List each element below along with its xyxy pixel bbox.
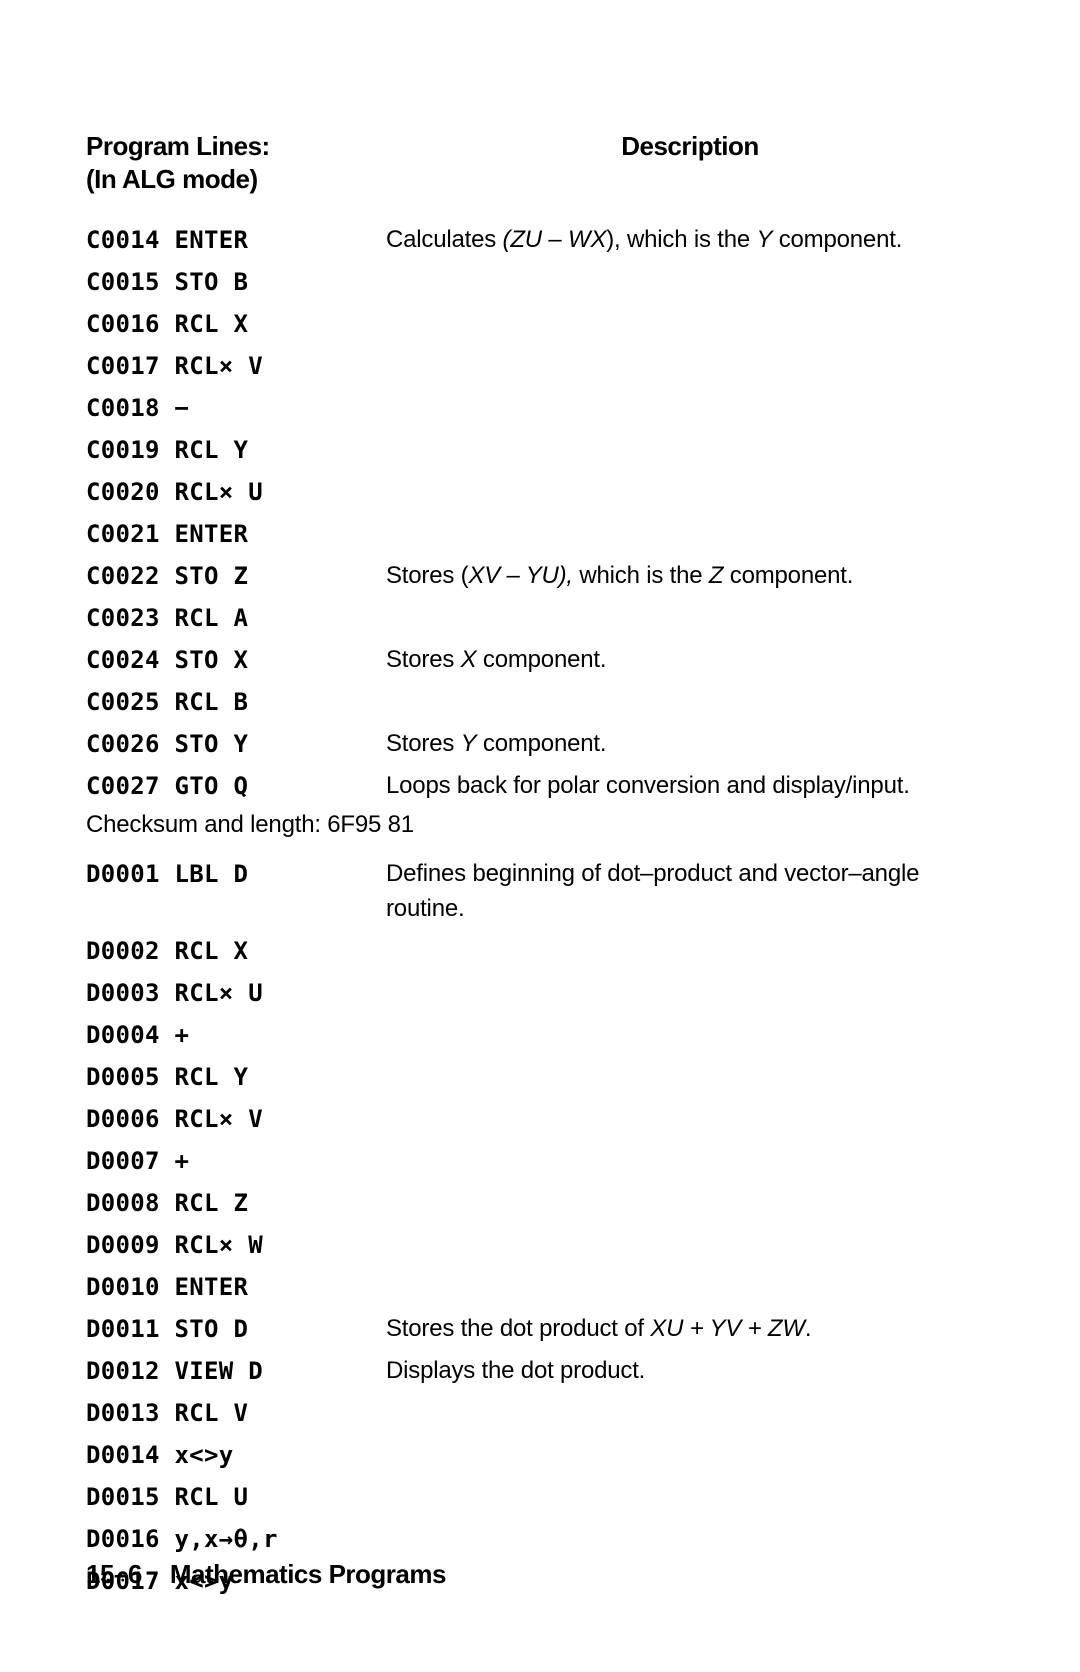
program-line-code: D0006 RCL× V [86,1102,386,1137]
program-row: D0010 ENTER [86,1270,994,1305]
program-line-code: C0027 GTO Q [86,769,386,804]
program-line-code: C0024 STO X [86,643,386,678]
program-row: C0016 RCL X [86,307,994,342]
program-row: C0017 RCL× V [86,349,994,384]
program-row: C0026 STO YStores Y component. [86,727,994,762]
program-row: C0014 ENTERCalculates (ZU – WX), which i… [86,223,994,258]
program-line-code: C0014 ENTER [86,223,386,258]
program-line-code: D0016 y,x→θ,r [86,1522,386,1557]
header-left-line1: Program Lines: [86,130,386,163]
program-row: C0015 STO B [86,265,994,300]
program-block-d: D0001 LBL DDefines beginning of dot–prod… [86,857,994,1599]
program-line-code: D0015 RCL U [86,1480,386,1515]
program-line-code: D0002 RCL X [86,934,386,969]
program-row: D0004 + [86,1018,994,1053]
header-left: Program Lines: (In ALG mode) [86,130,386,195]
footer-section: 15–6 [86,1559,142,1589]
program-row: C0019 RCL Y [86,433,994,468]
program-row: D0006 RCL× V [86,1102,994,1137]
program-line-code: C0023 RCL A [86,601,386,636]
program-row: D0012 VIEW DDisplays the dot product. [86,1354,994,1389]
header-left-line2: (In ALG mode) [86,163,386,196]
program-line-desc: Loops back for polar conversion and disp… [386,769,994,804]
program-row: D0008 RCL Z [86,1186,994,1221]
program-line-code: D0010 ENTER [86,1270,386,1305]
program-row: D0002 RCL X [86,934,994,969]
program-line-code: C0026 STO Y [86,727,386,762]
program-line-code: C0021 ENTER [86,517,386,552]
program-row: D0003 RCL× U [86,976,994,1011]
program-line-code: D0014 x<>y [86,1438,386,1473]
program-row: C0025 RCL B [86,685,994,720]
program-line-desc: Stores Y component. [386,727,994,762]
program-block-c: C0014 ENTERCalculates (ZU – WX), which i… [86,223,994,804]
program-row: C0023 RCL A [86,601,994,636]
program-line-desc: Stores X component. [386,643,994,678]
program-line-code: C0020 RCL× U [86,475,386,510]
program-row: C0018 − [86,391,994,426]
program-line-code: D0005 RCL Y [86,1060,386,1095]
program-line-code: C0019 RCL Y [86,433,386,468]
program-line-code: C0018 − [86,391,386,426]
program-line-desc: Stores the dot product of XU + YV + ZW. [386,1312,994,1347]
program-line-code: D0012 VIEW D [86,1354,386,1389]
program-row: D0016 y,x→θ,r [86,1522,994,1557]
program-row: C0027 GTO QLoops back for polar conversi… [86,769,994,804]
program-row: D0011 STO DStores the dot product of XU … [86,1312,994,1347]
program-row: D0009 RCL× W [86,1228,994,1263]
program-line-code: D0004 + [86,1018,386,1053]
program-line-desc: Calculates (ZU – WX), which is the Y com… [386,223,994,258]
program-row: C0022 STO ZStores (XV – YU), which is th… [86,559,994,594]
program-line-code: D0009 RCL× W [86,1228,386,1263]
checksum-line: Checksum and length: 6F95 81 [86,811,994,839]
table-header: Program Lines: (In ALG mode) Description [86,130,994,195]
header-right: Description [386,130,994,195]
program-line-code: D0007 + [86,1144,386,1179]
program-row: C0021 ENTER [86,517,994,552]
program-line-code: D0011 STO D [86,1312,386,1347]
page-footer: 15–6 Mathematics Programs [86,1559,446,1590]
program-row: C0024 STO XStores X component. [86,643,994,678]
footer-title: Mathematics Programs [170,1559,446,1589]
program-row: D0013 RCL V [86,1396,994,1431]
program-line-code: C0017 RCL× V [86,349,386,384]
program-row: C0020 RCL× U [86,475,994,510]
program-row: D0005 RCL Y [86,1060,994,1095]
program-line-desc: Defines beginning of dot–product and vec… [386,857,994,927]
program-row: D0014 x<>y [86,1438,994,1473]
program-line-code: C0015 STO B [86,265,386,300]
program-row: D0001 LBL DDefines beginning of dot–prod… [86,857,994,927]
program-line-code: C0022 STO Z [86,559,386,594]
program-line-code: C0025 RCL B [86,685,386,720]
program-line-code: D0001 LBL D [86,857,386,892]
program-row: D0015 RCL U [86,1480,994,1515]
program-line-code: D0003 RCL× U [86,976,386,1011]
program-line-desc: Stores (XV – YU), which is the Z compone… [386,559,994,594]
program-line-code: C0016 RCL X [86,307,386,342]
program-line-code: D0013 RCL V [86,1396,386,1431]
program-row: D0007 + [86,1144,994,1179]
program-line-desc: Displays the dot product. [386,1354,994,1389]
program-line-code: D0008 RCL Z [86,1186,386,1221]
